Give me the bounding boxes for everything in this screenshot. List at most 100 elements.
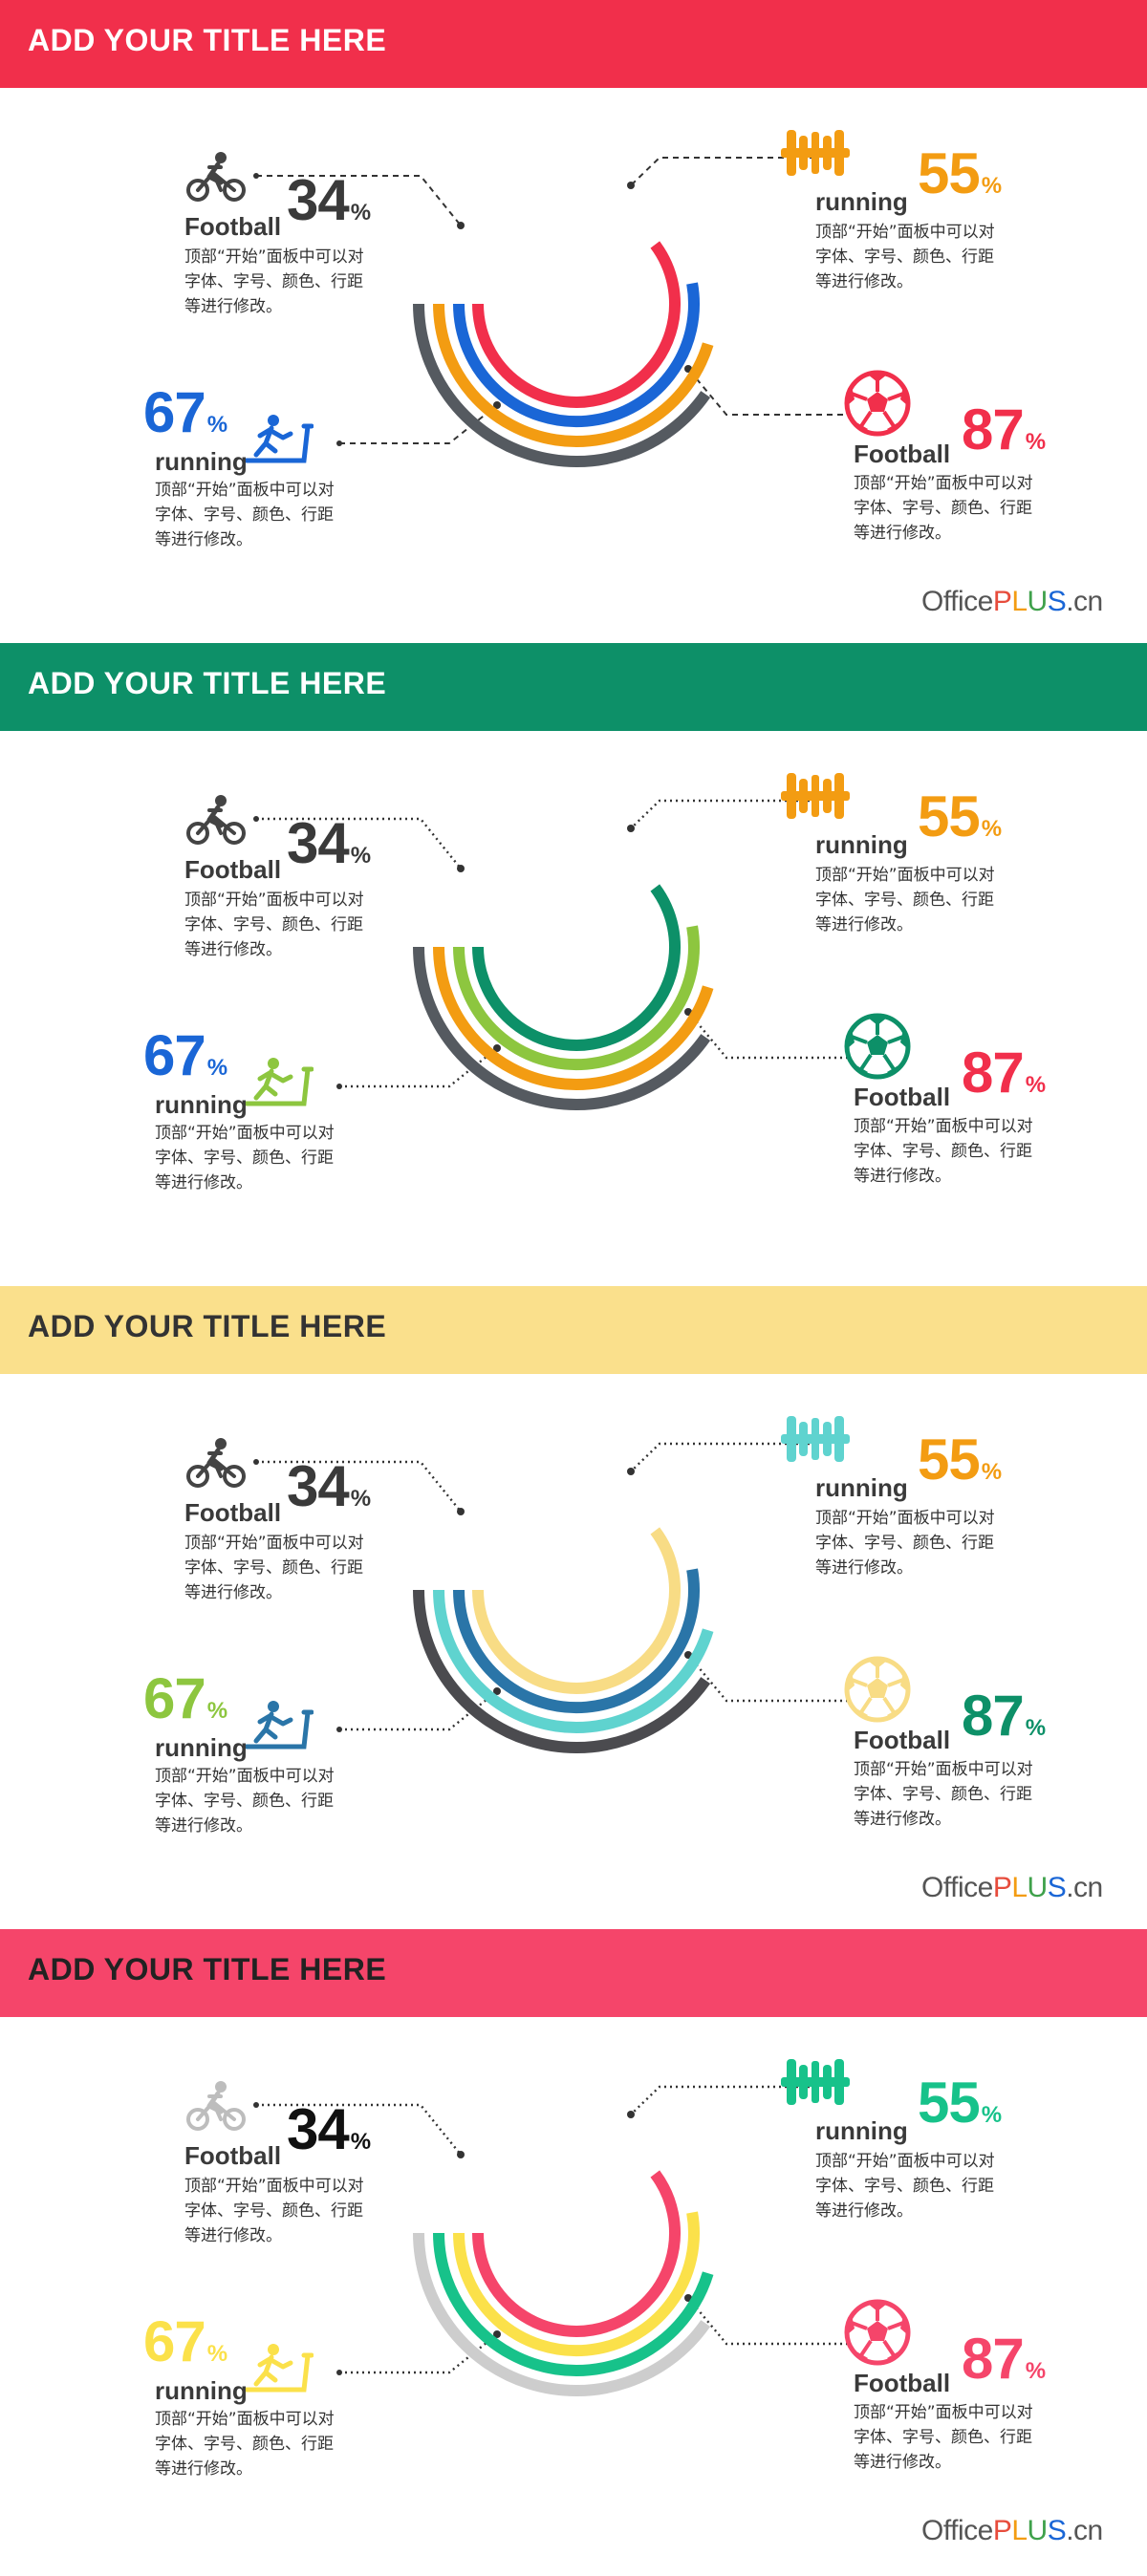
item-label-tl: Football xyxy=(184,212,282,241)
ring-arc-1 xyxy=(413,946,711,1111)
percentage-value: 87 xyxy=(962,397,1025,462)
treadmill-icon xyxy=(244,1058,314,1106)
slide-title[interactable]: ADD YOUR TITLE HERE xyxy=(28,1309,387,1343)
percentage-br: 87% xyxy=(962,401,1046,459)
bicycle-icon xyxy=(186,1438,246,1488)
percentage-br: 87% xyxy=(962,1044,1046,1102)
logo-plus-s: S xyxy=(1047,2515,1067,2546)
percentage-bl: 67% xyxy=(143,1670,227,1728)
slide-2: ADD YOUR TITLE HERE Football 34% 顶部“开始”面板中可… xyxy=(0,643,1147,1286)
ring-arc-4 xyxy=(472,241,681,408)
dumbbell-icon xyxy=(781,773,850,819)
leader-tl xyxy=(256,1460,462,1513)
officeplus-logo: OfficePLUS.cn xyxy=(921,586,1103,618)
slide-title[interactable]: ADD YOUR TITLE HERE xyxy=(28,1952,387,1986)
leader-tl-end-dot xyxy=(457,1508,465,1515)
logo-cn: .cn xyxy=(1066,586,1103,617)
percentage-tr: 55% xyxy=(918,2074,1002,2132)
leader-tr xyxy=(630,1442,815,1472)
logo-plus-u: U xyxy=(1027,2515,1049,2546)
percentage-bl: 67% xyxy=(143,1027,227,1084)
percentage-value: 87 xyxy=(962,1684,1025,1748)
logo-plus-l: L xyxy=(1011,1872,1028,1903)
leader-tl-start-dot xyxy=(253,1459,259,1465)
logo-plus-u: U xyxy=(1027,586,1049,617)
item-label-br: Football xyxy=(854,440,951,468)
leader-bl-start-dot xyxy=(336,1084,342,1089)
ring-arc-3 xyxy=(453,2211,700,2357)
percentage-unit: % xyxy=(206,1698,228,1724)
percentage-bl: 67% xyxy=(143,2313,227,2371)
percentage-value: 34 xyxy=(287,2097,350,2161)
ring-arc-1 xyxy=(413,1589,711,1754)
percentage-unit: % xyxy=(350,200,372,225)
ring-diagram xyxy=(253,798,856,1111)
leader-bl xyxy=(339,2333,498,2374)
bicycle-icon xyxy=(186,2081,246,2131)
ring-arc-3 xyxy=(453,282,700,428)
leader-tr xyxy=(630,157,815,186)
item-label-bl: running xyxy=(155,1090,248,1119)
leader-tr-end-dot xyxy=(627,182,635,189)
leader-bl xyxy=(339,1690,498,1731)
ring-arc-2 xyxy=(433,303,714,447)
leader-bl-start-dot xyxy=(336,440,342,446)
item-description-tr: 顶部“开始”面板中可以对字体、字号、颜色、行距等进行修改。 xyxy=(815,866,995,934)
leader-bl-end-dot xyxy=(493,1044,501,1052)
title-bar: ADD YOUR TITLE HERE xyxy=(0,1929,1147,2017)
percentage-unit: % xyxy=(350,1486,372,1512)
dumbbell-icon xyxy=(781,130,850,176)
item-label-tr: running xyxy=(815,187,908,216)
percentage-value: 55 xyxy=(918,1428,981,1492)
leader-tr-end-dot xyxy=(627,1468,635,1475)
item-label-br: Football xyxy=(854,2369,951,2397)
leader-br xyxy=(687,368,854,416)
logo-plus-s: S xyxy=(1047,586,1067,617)
logo-plus-l: L xyxy=(1011,2515,1028,2546)
percentage-value: 55 xyxy=(918,784,981,848)
slide-title[interactable]: ADD YOUR TITLE HERE xyxy=(28,23,387,57)
title-bar: ADD YOUR TITLE HERE xyxy=(0,643,1147,731)
logo-plus-p: P xyxy=(992,586,1012,617)
treadmill-icon xyxy=(244,1701,314,1750)
leader-tl-end-dot xyxy=(457,222,465,229)
item-label-tl: Football xyxy=(184,2141,282,2170)
logo-cn: .cn xyxy=(1066,2515,1103,2546)
percentage-br: 87% xyxy=(962,2330,1046,2388)
logo-plus-p: P xyxy=(992,2515,1012,2546)
percentage-unit: % xyxy=(981,816,1003,842)
logo-plus-s: S xyxy=(1047,1872,1067,1903)
leader-tl xyxy=(256,175,462,226)
percentage-unit: % xyxy=(981,1459,1003,1485)
slide-1: ADD YOUR TITLE HERE Football 34% 顶部“开始”面板中可… xyxy=(0,0,1147,643)
percentage-value: 67 xyxy=(143,2309,206,2373)
leader-tr xyxy=(630,2085,815,2115)
logo-office: Office xyxy=(921,1872,993,1903)
item-description-tl: 顶部“开始”面板中可以对字体、字号、颜色、行距等进行修改。 xyxy=(184,1534,364,1602)
item-label-tr: running xyxy=(815,830,908,859)
ring-arc-2 xyxy=(433,1589,714,1733)
ring-diagram xyxy=(253,2084,856,2397)
percentage-value: 87 xyxy=(962,2327,1025,2391)
dumbbell-icon xyxy=(781,1416,850,1462)
percentage-tr: 55% xyxy=(918,1431,1002,1489)
percentage-value: 55 xyxy=(918,141,981,205)
bicycle-icon xyxy=(186,795,246,845)
slide-title[interactable]: ADD YOUR TITLE HERE xyxy=(28,666,387,700)
leader-tr xyxy=(630,799,815,829)
ring-diagram xyxy=(253,1441,856,1754)
item-label-br: Football xyxy=(854,1083,951,1111)
item-description-bl: 顶部“开始”面板中可以对字体、字号、颜色、行距等进行修改。 xyxy=(155,1124,335,1192)
item-description-bl: 顶部“开始”面板中可以对字体、字号、颜色、行距等进行修改。 xyxy=(155,1767,335,1835)
bicycle-icon xyxy=(186,152,246,202)
leader-bl-end-dot xyxy=(493,401,501,409)
dumbbell-icon xyxy=(781,2059,850,2105)
slide-3: ADD YOUR TITLE HERE Football 34% 顶部“开始”面板中可… xyxy=(0,1286,1147,1929)
percentage-value: 55 xyxy=(918,2071,981,2135)
leader-tl-start-dot xyxy=(253,816,259,822)
percentage-unit: % xyxy=(1025,1715,1047,1741)
soccer-ball-icon xyxy=(844,370,911,437)
leader-bl-end-dot xyxy=(493,2330,501,2338)
percentage-value: 34 xyxy=(287,1454,350,1518)
percentage-unit: % xyxy=(1025,2358,1047,2384)
